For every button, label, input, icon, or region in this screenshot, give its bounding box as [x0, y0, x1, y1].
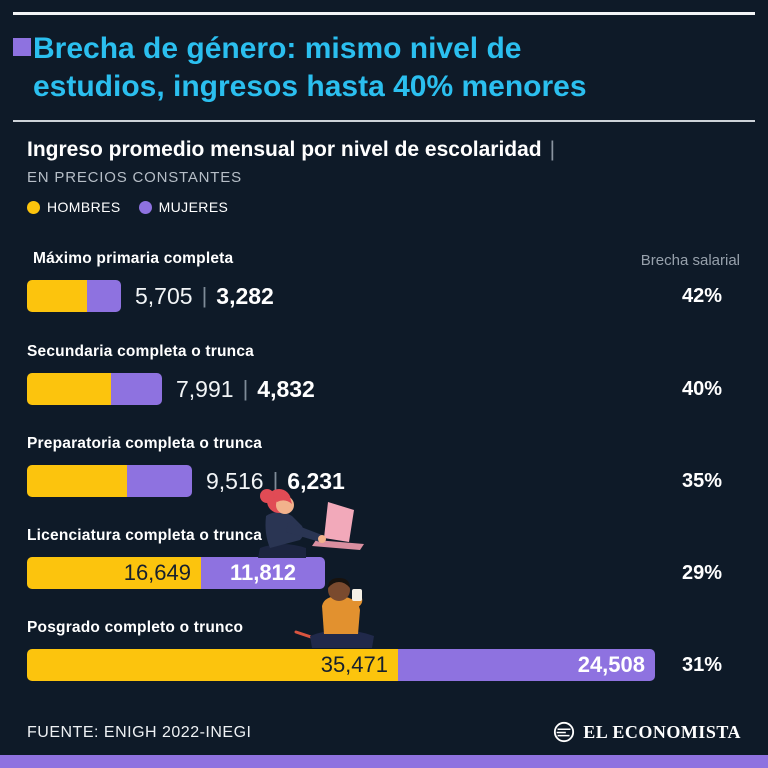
- chart-row-licenciatura: Licenciatura completa o trunca 16,649 11…: [27, 527, 741, 593]
- el-economista-logo-icon: [554, 721, 575, 743]
- bar-track: 35,471 24,508: [27, 649, 655, 681]
- title-marker-square: [13, 38, 31, 56]
- value-labels: 7,991 | 4,832: [176, 376, 315, 403]
- chart-subtitle: EN PRECIOS CONSTANTES: [27, 169, 242, 186]
- bar-track: [27, 280, 121, 312]
- top-rule: [13, 12, 755, 15]
- category-label: Secundaria completa o trunca: [27, 343, 254, 360]
- gap-percent: 42%: [681, 285, 722, 307]
- source-note: FUENTE: ENIGH 2022-INEGI: [27, 724, 252, 741]
- bar: 7,991 | 4,832: [27, 373, 315, 405]
- bar: 5,705 | 3,282: [27, 280, 274, 312]
- bar-segment-men: [27, 373, 111, 405]
- header: Brecha de género: mismo nivel de estudio…: [13, 30, 755, 106]
- gap-percent: 40%: [681, 378, 722, 400]
- value-women: 11,812: [229, 560, 297, 585]
- gap-column-header: Brecha salarial: [640, 252, 740, 269]
- legend: HOMBRES MUJERES: [27, 199, 741, 215]
- category-label: Licenciatura completa o trunca: [27, 527, 263, 544]
- legend-dot-women: [138, 200, 152, 214]
- bar-segment-women: 24,508: [398, 649, 655, 681]
- chart-row-secundaria: Secundaria completa o trunca 7,991 | 4,8…: [27, 343, 741, 409]
- value-women: 4,832: [257, 375, 315, 402]
- value-men: 16,649: [123, 560, 191, 585]
- legend-label-men: HOMBRES: [47, 199, 121, 215]
- bottom-accent-bar: [0, 755, 768, 768]
- bar-segment-women: [111, 373, 162, 405]
- bar: 16,649 11,812: [27, 557, 325, 589]
- category-label: Preparatoria completa o trunca: [27, 435, 263, 452]
- value-women: 3,282: [216, 282, 274, 309]
- chart-row-posgrado: Posgrado completo o trunco 35,471 24,508…: [27, 619, 741, 685]
- page-title: Brecha de género: mismo nivel de estudio…: [33, 30, 587, 106]
- bar-segment-men: 35,471: [27, 649, 398, 681]
- gap-percent: 31%: [681, 654, 722, 676]
- legend-item-men: HOMBRES: [27, 199, 121, 215]
- bar-segment-women: 11,812: [201, 557, 325, 589]
- page-title-line2: estudios, ingresos hasta 40% menores: [33, 70, 587, 103]
- value-separator: |: [272, 468, 279, 493]
- value-men: 9,516: [206, 467, 264, 494]
- value-men: 35,471: [320, 652, 388, 677]
- bar-track: [27, 373, 162, 405]
- legend-item-women: MUJERES: [138, 199, 229, 215]
- bar-track: 16,649 11,812: [27, 557, 325, 589]
- chart-header: Ingreso promedio mensual por nivel de es…: [27, 138, 741, 215]
- category-label: Posgrado completo o trunco: [27, 619, 244, 636]
- value-women: 6,231: [287, 467, 345, 494]
- bar-segment-men: [27, 280, 87, 312]
- bar: 9,516 | 6,231: [27, 465, 345, 497]
- chart-row-primaria: Máximo primaria completa 5,705 | 3,282 4…: [27, 250, 741, 316]
- page-title-line1: Brecha de género: mismo nivel de: [33, 32, 522, 65]
- gap-percent: 35%: [681, 470, 722, 492]
- chart-title-text: Ingreso promedio mensual por nivel de es…: [27, 138, 542, 161]
- brand-logo: EL ECONOMISTA: [553, 721, 741, 743]
- legend-label-women: MUJERES: [158, 199, 229, 215]
- chart-row-preparatoria: Preparatoria completa o trunca 9,516 | 6…: [27, 435, 741, 501]
- bar-segment-women: [127, 465, 192, 497]
- bar: 35,471 24,508: [27, 649, 655, 681]
- value-separator: |: [201, 283, 208, 308]
- bar-segment-men: 16,649: [27, 557, 201, 589]
- brand-wordmark: EL ECONOMISTA: [583, 721, 741, 742]
- bar-track: [27, 465, 192, 497]
- bar-segment-men: [27, 465, 127, 497]
- category-label: Máximo primaria completa: [33, 250, 234, 267]
- value-men: 7,991: [176, 375, 234, 402]
- chart-title: Ingreso promedio mensual por nivel de es…: [27, 138, 741, 162]
- value-men: 5,705: [135, 282, 193, 309]
- chart-title-pipe: |: [549, 138, 556, 161]
- legend-dot-men: [27, 200, 40, 214]
- header-divider: [13, 120, 755, 122]
- value-women: 24,508: [577, 652, 645, 677]
- value-separator: |: [242, 376, 249, 401]
- value-labels: 9,516 | 6,231: [206, 468, 345, 495]
- gap-percent: 29%: [681, 562, 722, 584]
- bar-segment-women: [87, 280, 121, 312]
- value-labels: 5,705 | 3,282: [135, 283, 274, 310]
